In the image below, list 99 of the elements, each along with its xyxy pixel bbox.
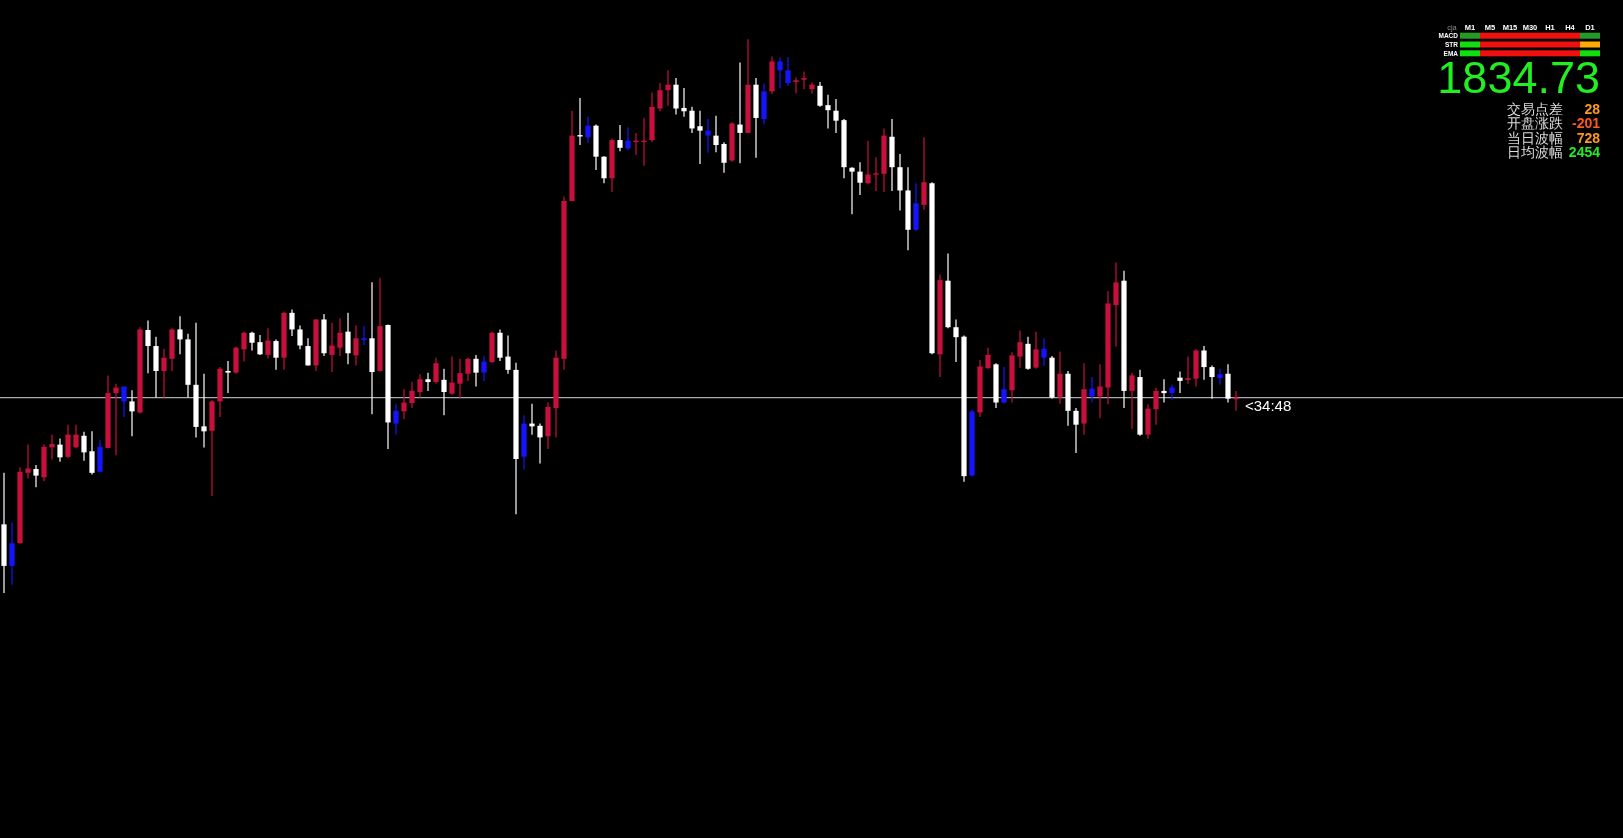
candlestick — [65, 424, 71, 459]
candlestick — [129, 389, 135, 437]
candlestick — [1057, 350, 1063, 405]
candlestick — [1153, 386, 1159, 426]
candlestick — [345, 312, 351, 365]
candlestick — [249, 331, 255, 352]
candlestick — [441, 368, 447, 416]
data-label: -201 — [1571, 115, 1601, 132]
candlestick — [401, 388, 407, 420]
candlestick — [505, 334, 511, 375]
candlestick — [297, 324, 303, 350]
candlestick — [241, 331, 247, 363]
candlestick — [793, 76, 799, 95]
candlestick — [449, 355, 455, 396]
candlestick — [481, 355, 487, 382]
data-label: 2454 — [1568, 143, 1601, 160]
candlestick — [25, 444, 31, 479]
candlestick — [865, 140, 871, 185]
candlestick — [625, 126, 631, 152]
candlestick — [721, 141, 727, 174]
candlestick — [433, 357, 439, 385]
candlestick — [361, 325, 367, 346]
candlestick — [873, 156, 879, 192]
candlestick — [417, 373, 423, 399]
candlestick — [33, 464, 39, 488]
candlestick — [353, 324, 359, 367]
candlestick — [897, 153, 903, 211]
candlestick — [305, 337, 311, 367]
candlestick — [161, 348, 167, 399]
candlestick — [145, 319, 151, 374]
candlestick — [601, 155, 607, 184]
data-label: 728 — [1576, 129, 1601, 146]
candlestick — [825, 94, 831, 130]
candlestick — [257, 334, 263, 356]
candlestick — [265, 327, 271, 360]
candlestick — [585, 116, 591, 144]
candlestick — [1089, 376, 1095, 404]
candlestick — [953, 318, 959, 363]
candlestick — [1217, 368, 1223, 386]
candlestick — [1041, 337, 1047, 367]
category-label: 当日波幅 — [1507, 129, 1563, 146]
candlestick — [785, 56, 791, 87]
candlestick — [89, 430, 95, 476]
candlestick — [681, 87, 687, 118]
candlestick — [177, 315, 183, 355]
candlestick — [817, 81, 823, 108]
candlestick — [665, 69, 671, 107]
candlestick — [57, 437, 63, 463]
candlestick — [113, 383, 119, 456]
candlestick — [1177, 370, 1183, 394]
candlestick — [273, 338, 279, 371]
candlestick — [737, 61, 743, 164]
candlestick — [849, 166, 855, 215]
candlestick — [1185, 355, 1191, 385]
candlestick — [1169, 384, 1175, 401]
candlestick — [1001, 366, 1007, 405]
candlestick — [809, 81, 815, 95]
candlestick — [697, 110, 703, 165]
candlestick — [673, 77, 679, 116]
candlestick — [537, 422, 543, 465]
candlestick — [49, 434, 55, 461]
candlestick — [121, 385, 127, 418]
candlestick — [921, 136, 927, 211]
candlestick — [1129, 372, 1135, 430]
candlestick — [1017, 329, 1023, 369]
candlestick — [457, 358, 463, 400]
candlestick — [73, 424, 79, 450]
candlestick — [225, 360, 231, 394]
candlestick — [81, 431, 87, 462]
candlestick — [1113, 261, 1119, 348]
candlestick — [473, 354, 479, 388]
data-label: 28 — [1584, 101, 1601, 117]
candlestick — [425, 372, 431, 392]
candlestick — [713, 115, 719, 153]
candlestick — [705, 118, 711, 154]
candlestick — [337, 317, 343, 357]
candlestick — [777, 56, 783, 90]
candlestick — [9, 522, 15, 586]
candlestick — [857, 161, 863, 196]
candlestick — [1201, 345, 1207, 381]
candlestick — [465, 357, 471, 382]
candlestick — [617, 124, 623, 152]
candlestick — [985, 347, 991, 370]
candlestick — [289, 308, 295, 337]
candlestick — [689, 106, 695, 134]
candlestick — [657, 82, 663, 112]
candlestick — [1209, 364, 1215, 400]
category-label: 交易点差 — [1507, 101, 1563, 117]
candlestick — [801, 70, 807, 90]
candlestick — [1161, 378, 1167, 404]
candlestick — [1073, 407, 1079, 454]
candlestick — [201, 373, 207, 448]
candlestick — [1033, 331, 1039, 370]
candlestick — [409, 381, 415, 409]
candlestick — [329, 322, 335, 373]
candlestick — [833, 98, 839, 134]
annotation: <34:48 — [1245, 397, 1292, 415]
candlestick — [393, 403, 399, 436]
candlestick — [1097, 363, 1103, 419]
